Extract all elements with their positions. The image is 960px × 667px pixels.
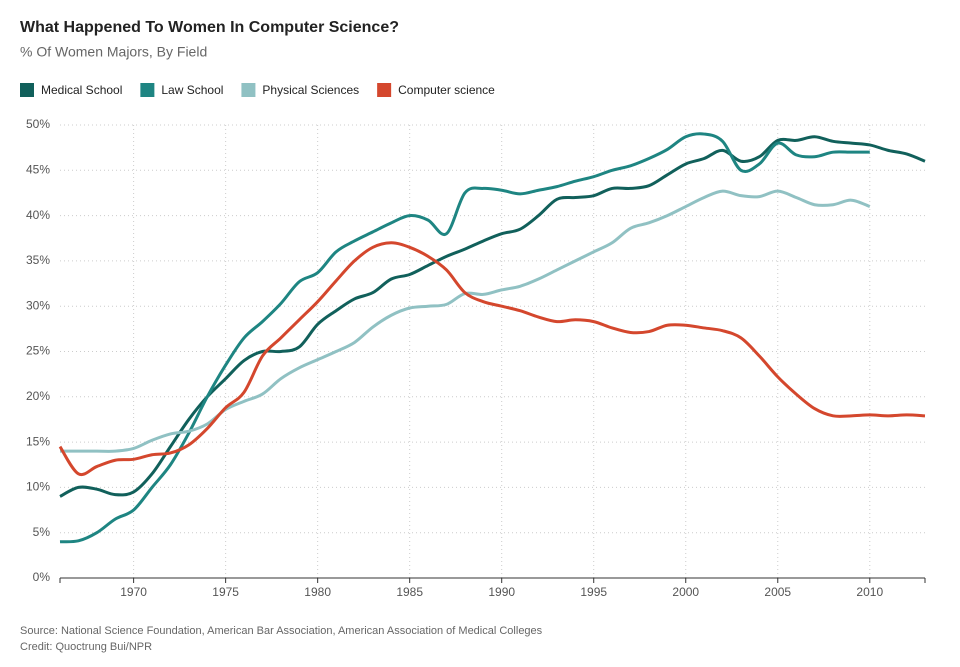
legend-label: Medical School (41, 83, 122, 97)
y-tick-label: 50% (26, 117, 50, 131)
y-tick-label: 10% (26, 480, 50, 494)
chart-subtitle: % Of Women Majors, By Field (20, 44, 207, 60)
x-tick-label: 1980 (304, 585, 331, 599)
legend-label: Law School (161, 83, 223, 97)
line (58, 241, 926, 477)
y-tick-label: 5% (33, 525, 51, 539)
chart-title: What Happened To Women In Computer Scien… (20, 19, 399, 36)
y-tick-label: 20% (26, 389, 50, 403)
credit: Credit: Quoctrung Bui/NPR (20, 641, 152, 653)
source: Source: National Science Foundation, Ame… (20, 625, 543, 637)
y-tick-label: 30% (26, 298, 50, 312)
y-tick-label: 40% (26, 208, 50, 222)
x-tick-label: 1995 (580, 585, 607, 599)
legend-swatch (140, 83, 155, 97)
legend-label: Physical Sciences (262, 83, 359, 97)
x-tick-label: 2000 (672, 585, 699, 599)
y-tick-label: 35% (26, 253, 50, 267)
legend-swatch (377, 83, 392, 97)
y-tick-label: 0% (33, 570, 51, 584)
x-tick-label: 2010 (856, 585, 883, 599)
legend-swatch (241, 83, 256, 97)
y-tick-label: 15% (26, 434, 50, 448)
legend-label: Computer science (398, 83, 495, 97)
x-tick-label: 1990 (488, 585, 515, 599)
line (59, 132, 870, 544)
line (60, 189, 871, 453)
y-tick-label: 25% (26, 344, 50, 358)
y-tick-label: 45% (26, 162, 50, 176)
x-tick-label: 1970 (120, 585, 147, 599)
x-tick-label: 1975 (212, 585, 239, 599)
x-tick-label: 1985 (396, 585, 423, 599)
legend-swatch (20, 83, 34, 97)
x-tick-label: 2005 (764, 585, 791, 599)
